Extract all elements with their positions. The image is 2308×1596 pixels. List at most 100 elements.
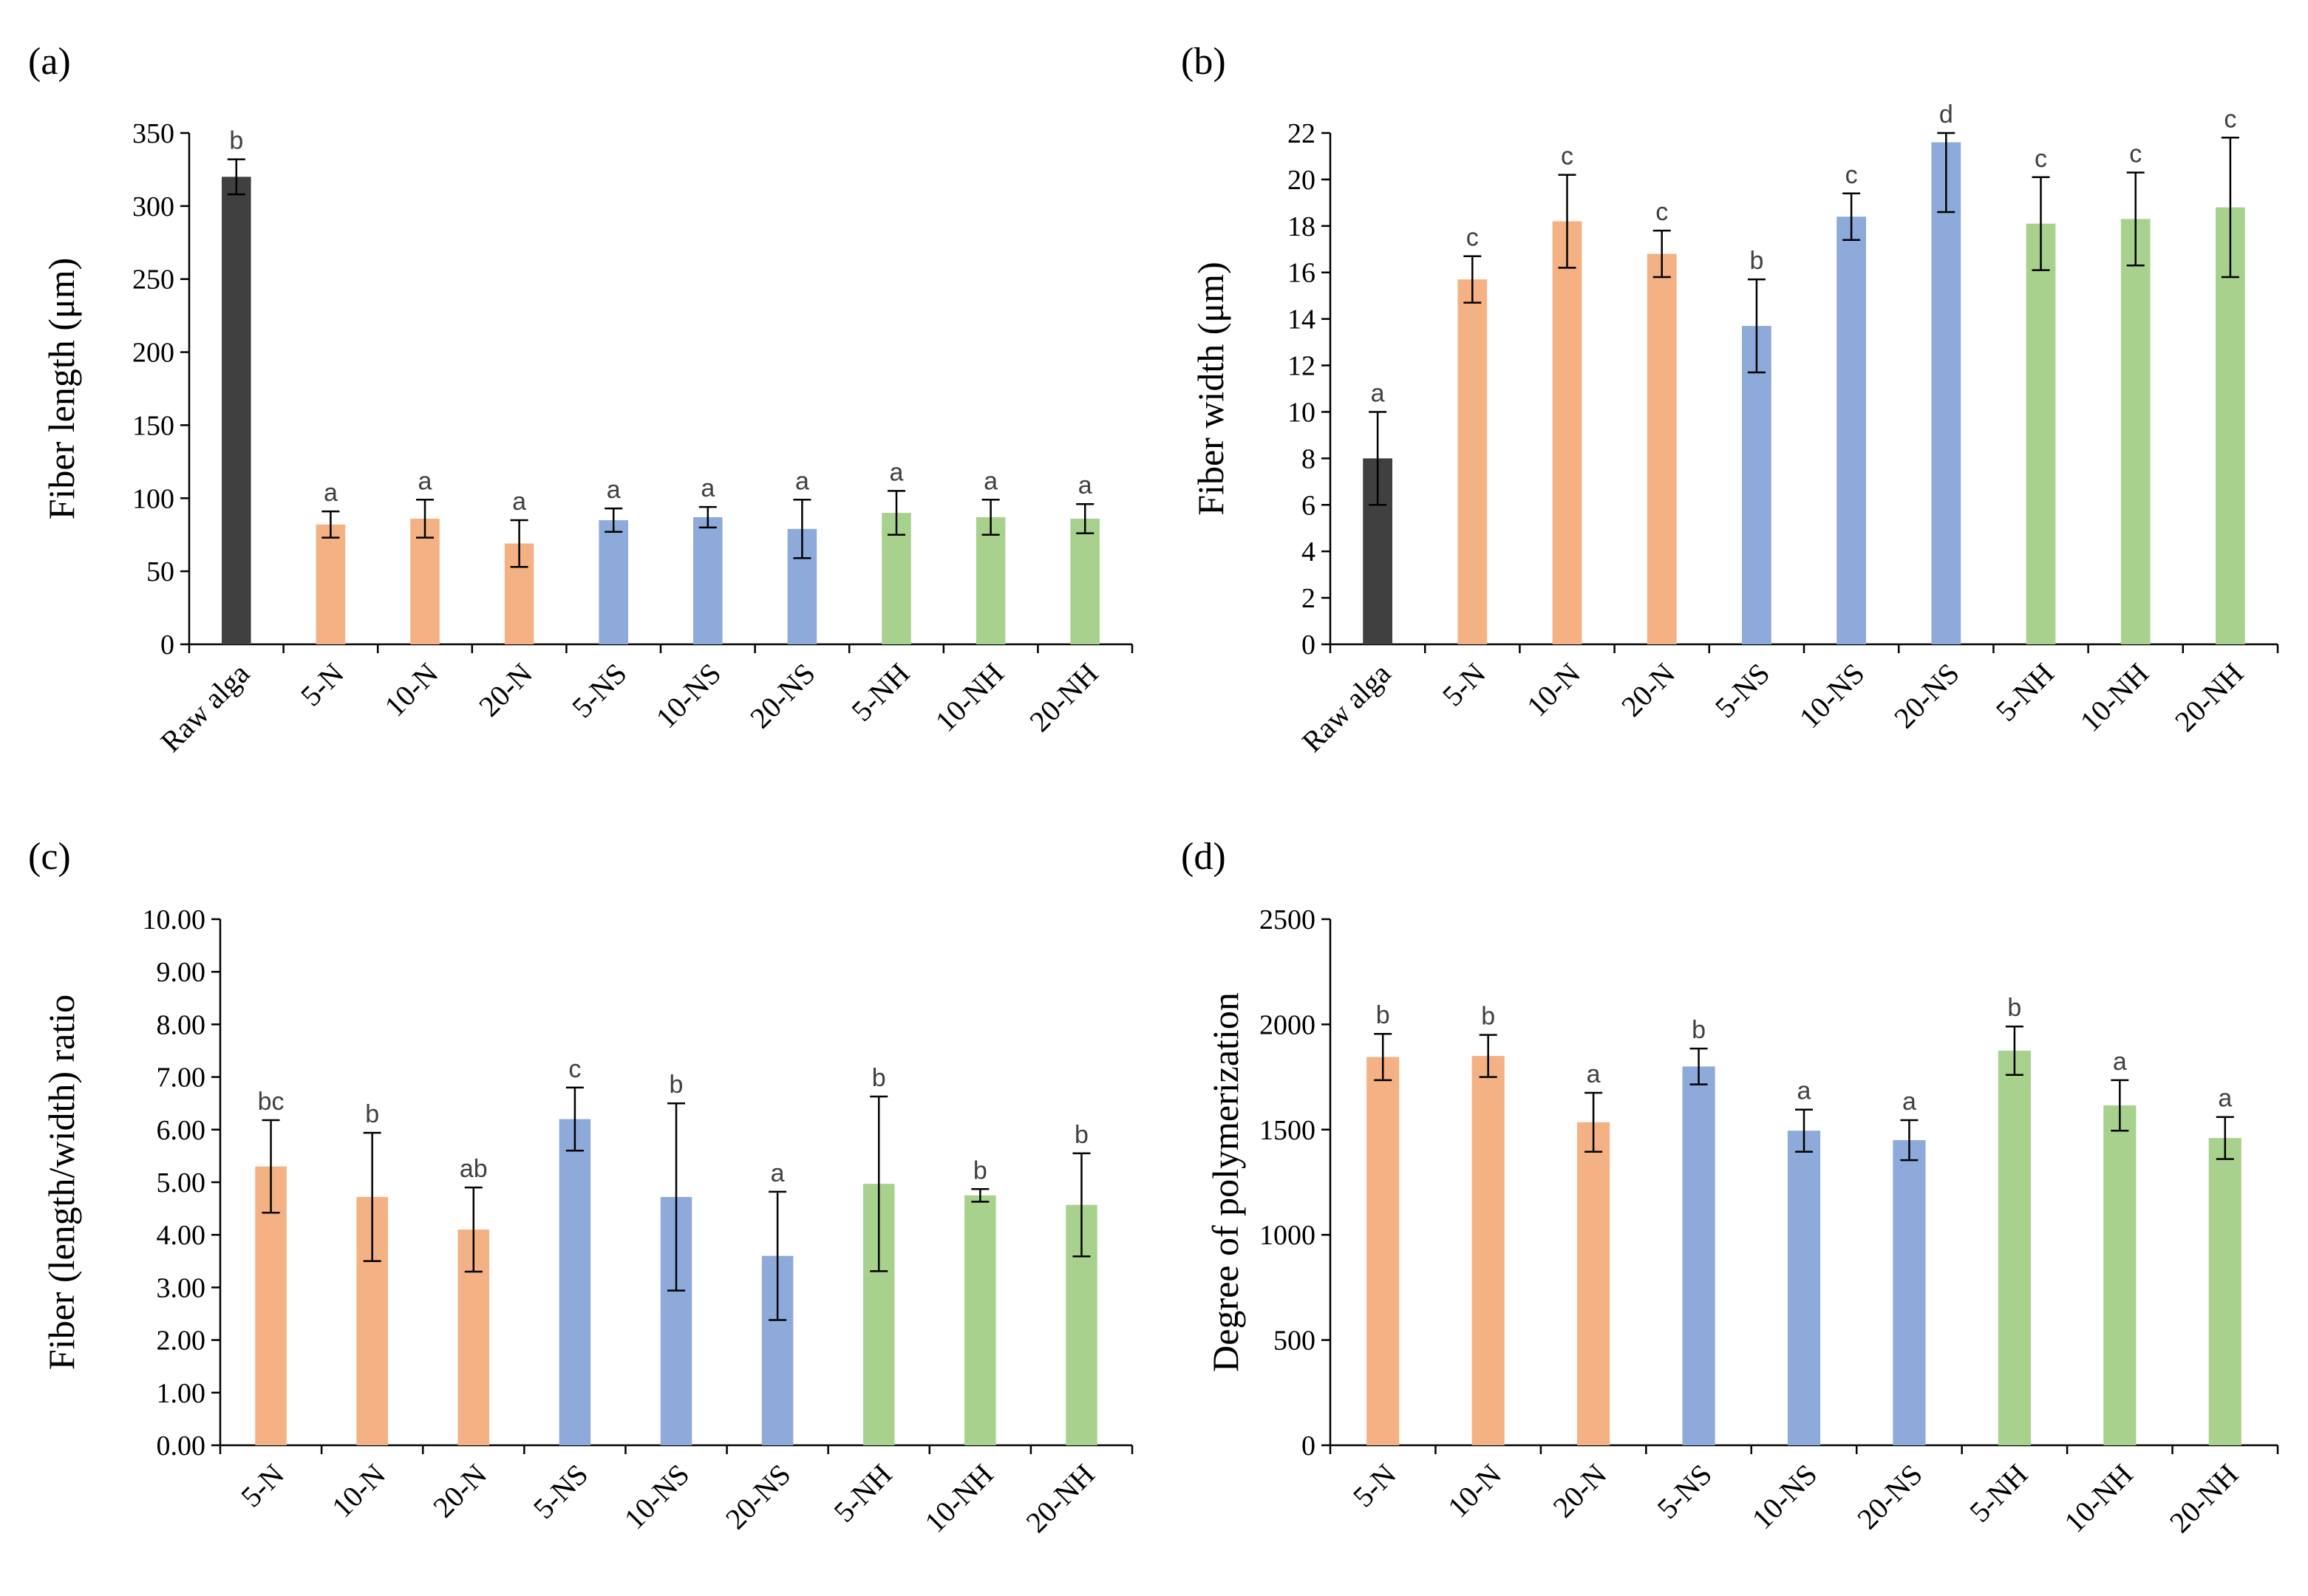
y-tick-label: 8.00 [157, 1009, 206, 1040]
x-category-label: 10-N [1520, 657, 1587, 723]
bar-10-nh [964, 1195, 996, 1445]
significance-label: b [1075, 1121, 1089, 1149]
x-category-label: 20-NS [1851, 1458, 1929, 1536]
x-category-label: 5-NH [845, 657, 916, 728]
chart-panel-c: (c) Fiber (length/width) ratio 0.00 1.00 2.0… [28, 836, 1134, 1539]
significance-label: bc [258, 1088, 285, 1116]
significance-label: ab [460, 1155, 488, 1183]
significance-label: a [771, 1159, 785, 1187]
x-category-label: 5-NS [527, 1458, 595, 1526]
x-category-label: Raw alga [154, 656, 256, 758]
bar-5-nh [2026, 223, 2056, 644]
x-category-label: 10-NH [918, 1458, 999, 1539]
x-category-label: 10-NH [929, 657, 1010, 738]
y-tick-label: 0 [1301, 630, 1315, 661]
significance-label: a [2113, 1048, 2127, 1076]
y-tick-label: 9.00 [157, 957, 206, 988]
bar-10-nh [976, 516, 1006, 644]
y-tick-label: 1500 [1259, 1115, 1315, 1146]
bar-5-n [1457, 279, 1488, 644]
x-category-label: 20-NH [2168, 657, 2250, 738]
significance-label: b [1481, 1003, 1495, 1031]
y-tick-label: 16 [1287, 258, 1315, 289]
bar-20-ns [1893, 1140, 1926, 1445]
y-tick-label: 2500 [1259, 904, 1315, 935]
x-category-label: 5-N [1436, 657, 1492, 713]
significance-label: c [1655, 198, 1668, 226]
y-axis-title: Fiber width (μm) [1190, 262, 1231, 515]
y-tick-label: 50 [146, 556, 174, 587]
y-tick-label: 100 [132, 483, 174, 514]
y-tick-label: 0.00 [157, 1430, 206, 1462]
x-category-label: 5-N [234, 1458, 290, 1514]
bar-10-ns [693, 516, 723, 644]
y-tick-label: 6 [1301, 490, 1315, 521]
significance-label: b [872, 1064, 886, 1092]
y-tick-label: 200 [132, 338, 174, 369]
x-category-label: 10-NH [2057, 1458, 2139, 1539]
y-tick-label: 18 [1287, 211, 1315, 242]
x-category-label: 10-NS [1793, 657, 1871, 735]
significance-label: a [1371, 379, 1385, 407]
significance-label: b [365, 1100, 379, 1128]
bar-20-n [1577, 1122, 1610, 1445]
x-category-label: 10-N [325, 1458, 392, 1524]
significance-label: a [418, 467, 432, 495]
bar-10-n [410, 518, 440, 644]
panel-label: (a) [28, 41, 71, 83]
x-category-label: 10-NS [649, 657, 727, 735]
y-tick-label: 7.00 [157, 1063, 206, 1094]
y-tick-label: 4 [1301, 536, 1315, 567]
x-category-label: 20-NH [2163, 1458, 2244, 1539]
y-axis-title: Fiber (length/width) ratio [41, 995, 82, 1370]
x-category-label: 5-NS [565, 657, 633, 725]
significance-label: b [2007, 994, 2021, 1022]
significance-label: b [1376, 1001, 1390, 1029]
x-category-label: 5-NS [1650, 1458, 1718, 1526]
y-tick-label: 2 [1301, 583, 1315, 614]
significance-label: a [1902, 1088, 1916, 1116]
significance-label: a [795, 467, 809, 495]
bar-5-n [1366, 1057, 1400, 1445]
bar-raw-alga [222, 177, 251, 645]
bar-20-n [1647, 253, 1677, 645]
x-category-label: 10-N [378, 657, 444, 723]
bar-10-ns [1787, 1130, 1821, 1445]
x-category-label: 20-N [1547, 1458, 1613, 1524]
y-tick-label: 500 [1273, 1326, 1315, 1357]
x-category-label: 20-NS [743, 657, 822, 735]
y-tick-label: 3.00 [157, 1272, 206, 1303]
panel-label: (d) [1181, 836, 1226, 878]
bar-5-ns [1742, 326, 1771, 644]
significance-label: a [2218, 1085, 2232, 1113]
bar-5-ns [559, 1119, 591, 1445]
y-tick-label: 0 [1301, 1430, 1315, 1462]
significance-label: b [670, 1071, 684, 1099]
bar-5-n [316, 524, 346, 644]
significance-label: c [1466, 224, 1479, 252]
chart-panel-d: (d) Degree of polymerization 0 500 1000 1500 2… [1181, 836, 2279, 1539]
x-category-label: 5-NH [827, 1458, 898, 1529]
x-category-label: 10-NH [2074, 657, 2155, 738]
chart-panel-b: (b) Fiber width (μm) 0 2 4 6 8 10 12 14 16 18 20 22 a R… [1181, 41, 2279, 758]
x-category-label: 10-N [1441, 1458, 1508, 1524]
significance-label: b [1692, 1016, 1706, 1044]
y-tick-label: 22 [1287, 118, 1315, 149]
significance-label: a [1587, 1060, 1601, 1088]
significance-label: c [2129, 140, 2142, 168]
bar-10-n [1471, 1056, 1505, 1445]
bar-10-nh [2103, 1105, 2137, 1445]
y-tick-label: 12 [1287, 351, 1315, 382]
bar-5-ns [1682, 1066, 1715, 1445]
chart-panel-a: (a) Fiber length (μm) 0 50 100 150 200 250 300 35… [28, 41, 1134, 758]
significance-label: a [701, 474, 715, 502]
y-tick-label: 10.00 [143, 904, 206, 935]
y-tick-label: 6.00 [157, 1115, 206, 1146]
x-category-label: 5-N [294, 657, 350, 713]
x-category-label: 20-N [426, 1458, 493, 1524]
significance-label: b [1749, 247, 1763, 275]
y-tick-label: 8 [1301, 443, 1315, 474]
significance-label: a [607, 476, 621, 504]
panel-label: (b) [1181, 41, 1226, 83]
y-axis-title: Fiber length (μm) [41, 258, 82, 520]
